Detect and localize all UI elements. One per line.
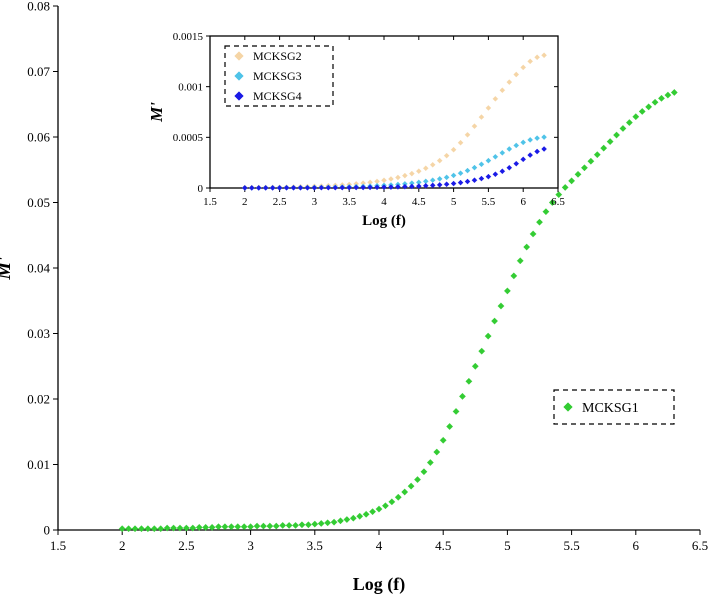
- x-tick-label: 5.5: [563, 538, 579, 553]
- x-tick-label: 2.5: [178, 538, 194, 553]
- x-tick-label: 2: [119, 538, 126, 553]
- series-MCKSG1: [119, 89, 678, 532]
- y-tick-label: 0.06: [27, 130, 50, 145]
- legend-label: MCKSG4: [253, 89, 302, 103]
- x-axis-label: Log (f): [362, 213, 406, 229]
- y-tick-label: 0.05: [27, 195, 50, 210]
- x-tick-label: 5: [451, 196, 457, 208]
- y-axis-label: M': [147, 102, 166, 123]
- y-tick-label: 0.08: [27, 0, 50, 14]
- y-tick-label: 0.02: [27, 392, 50, 407]
- legend-label: MCKSG3: [253, 69, 302, 83]
- x-tick-label: 5.5: [482, 196, 496, 208]
- x-tick-label: 3: [247, 538, 254, 553]
- y-tick-label: 0.04: [27, 261, 50, 276]
- x-tick-label: 2: [242, 196, 248, 208]
- chart-figure: 1.5 2 2.5 3 3.5 4 4.5 5 5.5 6 6.5 0 0.01 0.02 0.03 0.04…: [0, 0, 709, 596]
- legend: MCKSG1: [554, 390, 674, 424]
- y-tick-label: 0.001: [178, 82, 203, 94]
- x-tick-label: 4: [376, 538, 383, 553]
- x-tick-label: 6.5: [692, 538, 708, 553]
- y-tick-label: 0.0005: [173, 132, 204, 144]
- y-tick-label: 0: [198, 183, 204, 195]
- x-tick-label: 4.5: [412, 196, 426, 208]
- y-tick-label: 0.03: [27, 326, 50, 341]
- x-tick-label: 6: [520, 196, 526, 208]
- y-tick-label: 0: [44, 523, 51, 538]
- x-tick-label: 3: [312, 196, 318, 208]
- y-tick-label: 0.01: [27, 457, 50, 472]
- x-axis-label: Log (f): [353, 574, 406, 595]
- y-axis-label: M': [0, 256, 15, 281]
- y-tick-label: 0.0015: [173, 31, 204, 43]
- x-tick-label: 1.5: [50, 538, 66, 553]
- x-tick-label: 2.5: [273, 196, 287, 208]
- x-tick-label: 4: [381, 196, 387, 208]
- x-tick-label: 6.5: [551, 196, 565, 208]
- x-tick-label: 4.5: [435, 538, 451, 553]
- legend-label: MCKSG2: [253, 49, 302, 63]
- x-tick-label: 5: [504, 538, 511, 553]
- x-tick-label: 6: [633, 538, 640, 553]
- inset-chart: 1.5 2 2.5 3 3.5 4 4.5 5 5.5 6 6.5 0 0.0005 0.001 0.001…: [147, 31, 565, 229]
- legend-label: MCKSG1: [582, 401, 639, 416]
- series-MCKSG3: [242, 135, 546, 191]
- x-tick-label: 1.5: [203, 196, 217, 208]
- x-tick-label: 3.5: [342, 196, 356, 208]
- main-chart: 1.5 2 2.5 3 3.5 4 4.5 5 5.5 6 6.5 0 0.01 0.02 0.03 0.04…: [0, 0, 708, 595]
- x-tick-label: 3.5: [307, 538, 323, 553]
- y-tick-label: 0.07: [27, 64, 50, 79]
- legend: MCKSG2 MCKSG3 MCKSG4: [225, 46, 333, 106]
